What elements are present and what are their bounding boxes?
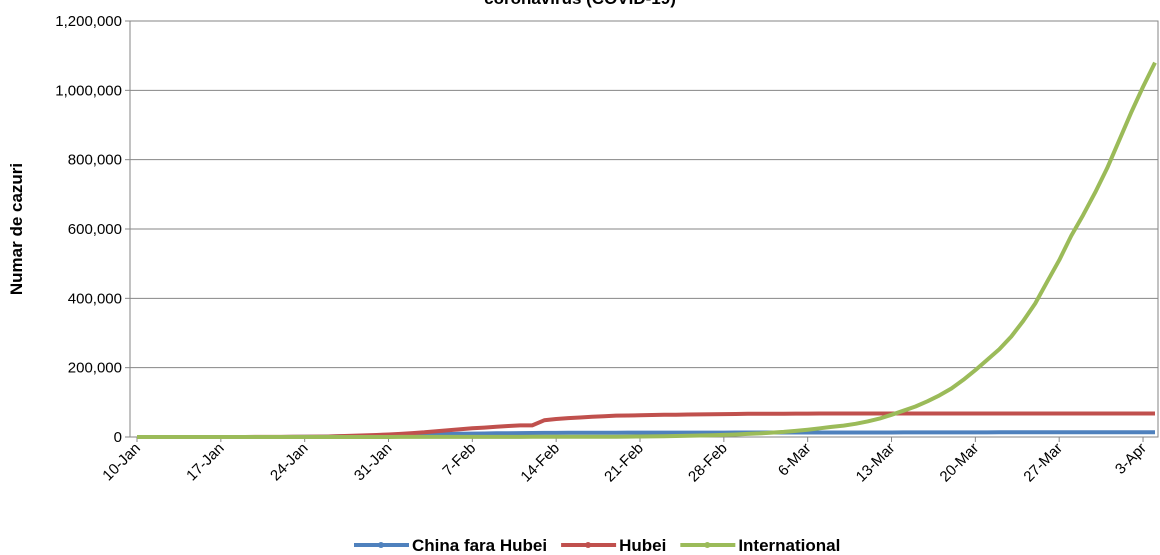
x-tick-label: 20-Mar <box>937 440 983 486</box>
x-tick-label: 3-Apr <box>1112 440 1150 478</box>
y-tick-label: 600,000 <box>68 221 122 238</box>
legend-marker <box>378 542 384 548</box>
y-axis-label: Numar de cazuri <box>7 163 26 295</box>
x-tick-label: 24-Jan <box>267 440 311 484</box>
y-tick-label: 1,000,000 <box>55 82 122 99</box>
x-tick-label: 27-Mar <box>1020 440 1066 486</box>
legend-marker <box>704 542 711 548</box>
x-tick-label: 13-Mar <box>853 440 899 486</box>
x-tick-label: 28-Feb <box>685 440 731 486</box>
legend-label: International <box>738 536 840 555</box>
x-tick-label: 14-Feb <box>517 440 563 486</box>
x-tick-label: 21-Feb <box>601 440 647 486</box>
x-tick-label: 17-Jan <box>183 440 227 484</box>
legend-label: Hubei <box>619 536 666 555</box>
y-tick-label: 0 <box>114 429 122 446</box>
y-tick-label: 1,200,000 <box>55 13 122 30</box>
series-line <box>137 61 1157 439</box>
legend-marker <box>585 542 592 548</box>
y-tick-label: 200,000 <box>68 360 122 377</box>
y-tick-label: 400,000 <box>68 290 122 307</box>
x-tick-label: 31-Jan <box>351 440 395 484</box>
x-tick-label: 6-Mar <box>775 440 815 480</box>
x-tick-label: 7-Feb <box>439 440 479 480</box>
x-tick-label: 10-Jan <box>99 440 143 484</box>
y-tick-label: 800,000 <box>68 152 122 169</box>
chart-title: coronavirus (COVID-19) <box>484 0 676 8</box>
legend-label: China fara Hubei <box>412 536 547 555</box>
